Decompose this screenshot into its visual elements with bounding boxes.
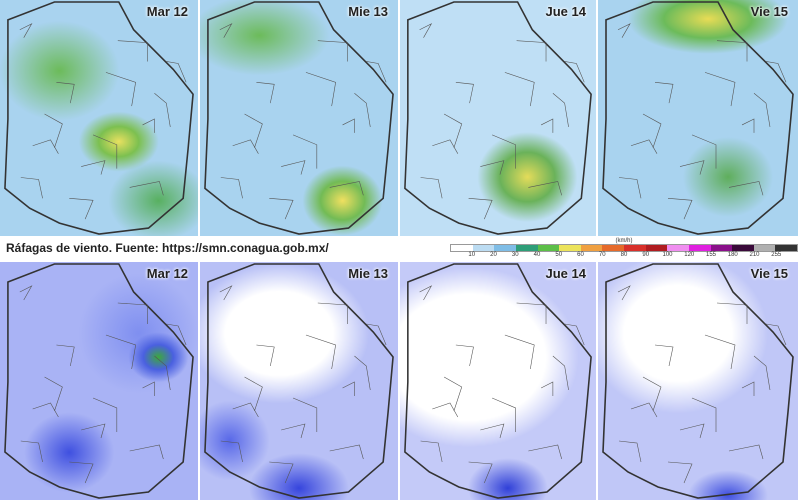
legend-tick: 10 <box>468 252 476 258</box>
state-outline <box>404 1 592 235</box>
day-label: Mie 13 <box>348 266 388 281</box>
legend-tick: 180 <box>727 252 738 258</box>
day-label: Vie 15 <box>750 4 788 19</box>
day-label: Mar 12 <box>146 266 188 281</box>
legend-tick: 255 <box>771 252 782 258</box>
map-panel-bottom-2: Mie 13 <box>200 262 400 500</box>
legend-tick: 40 <box>533 252 541 258</box>
legend-swatch <box>688 245 711 251</box>
state-outline <box>404 263 592 499</box>
day-label: Mar 12 <box>146 4 188 19</box>
legend-swatch <box>732 245 754 251</box>
legend-swatch <box>559 245 581 251</box>
map-panel-bottom-4: Vie 15 <box>598 262 800 500</box>
legend-swatch <box>710 245 733 251</box>
legend-unit: (km/h) <box>615 238 633 244</box>
legend-swatch <box>624 245 646 251</box>
legend-tick: 120 <box>684 252 695 258</box>
legend-tick: 90 <box>642 252 650 258</box>
legend-ticks: 10 20 30 40 50 60 70 80 90 100 120 155 180 210 255 <box>450 252 798 261</box>
map-panel-top-2: Mie 13 <box>200 0 400 236</box>
map-panel-top-1: Mar 12 <box>0 0 200 236</box>
legend-swatch <box>753 245 776 251</box>
map-panel-top-3: Jue 14 <box>400 0 598 236</box>
legend-tick: 80 <box>620 252 628 258</box>
legend-tick: 20 <box>490 252 497 258</box>
legend-swatch <box>602 245 624 251</box>
legend-tick: 155 <box>705 252 717 258</box>
legend-swatch <box>775 245 797 251</box>
legend-bar <box>450 244 798 252</box>
legend-swatch <box>580 245 603 251</box>
legend-swatch <box>667 245 689 251</box>
legend-swatch <box>645 245 668 251</box>
state-outline <box>4 263 194 499</box>
legend-swatch <box>494 245 516 251</box>
map-panel-top-4: Vie 15 <box>598 0 800 236</box>
color-legend: (km/h) 10 20 30 40 50 60 70 80 90 100 120 155 180 210… <box>450 238 798 261</box>
state-outline <box>204 1 394 235</box>
map-panel-bottom-3: Jue 14 <box>400 262 598 500</box>
day-label: Jue 14 <box>545 4 586 19</box>
legend-swatch <box>472 245 495 251</box>
legend-tick: 70 <box>598 252 606 258</box>
state-outline <box>602 263 794 499</box>
state-outline <box>602 1 794 235</box>
legend-swatch <box>515 245 538 251</box>
legend-tick: 30 <box>511 252 519 258</box>
state-outline <box>4 1 194 235</box>
legend-tick: 210 <box>749 252 760 258</box>
day-label: Jue 14 <box>545 266 586 281</box>
state-outline <box>204 263 394 499</box>
caption: Ráfagas de viento. Fuente: https://smn.c… <box>6 241 329 255</box>
legend-swatch <box>451 245 473 251</box>
legend-swatch <box>537 245 560 251</box>
map-panel-bottom-1: Mar 12 <box>0 262 200 500</box>
day-label: Vie 15 <box>750 266 788 281</box>
legend-tick: 100 <box>662 252 673 258</box>
legend-tick: 60 <box>577 252 584 258</box>
legend-tick: 50 <box>555 252 563 258</box>
day-label: Mie 13 <box>348 4 388 19</box>
